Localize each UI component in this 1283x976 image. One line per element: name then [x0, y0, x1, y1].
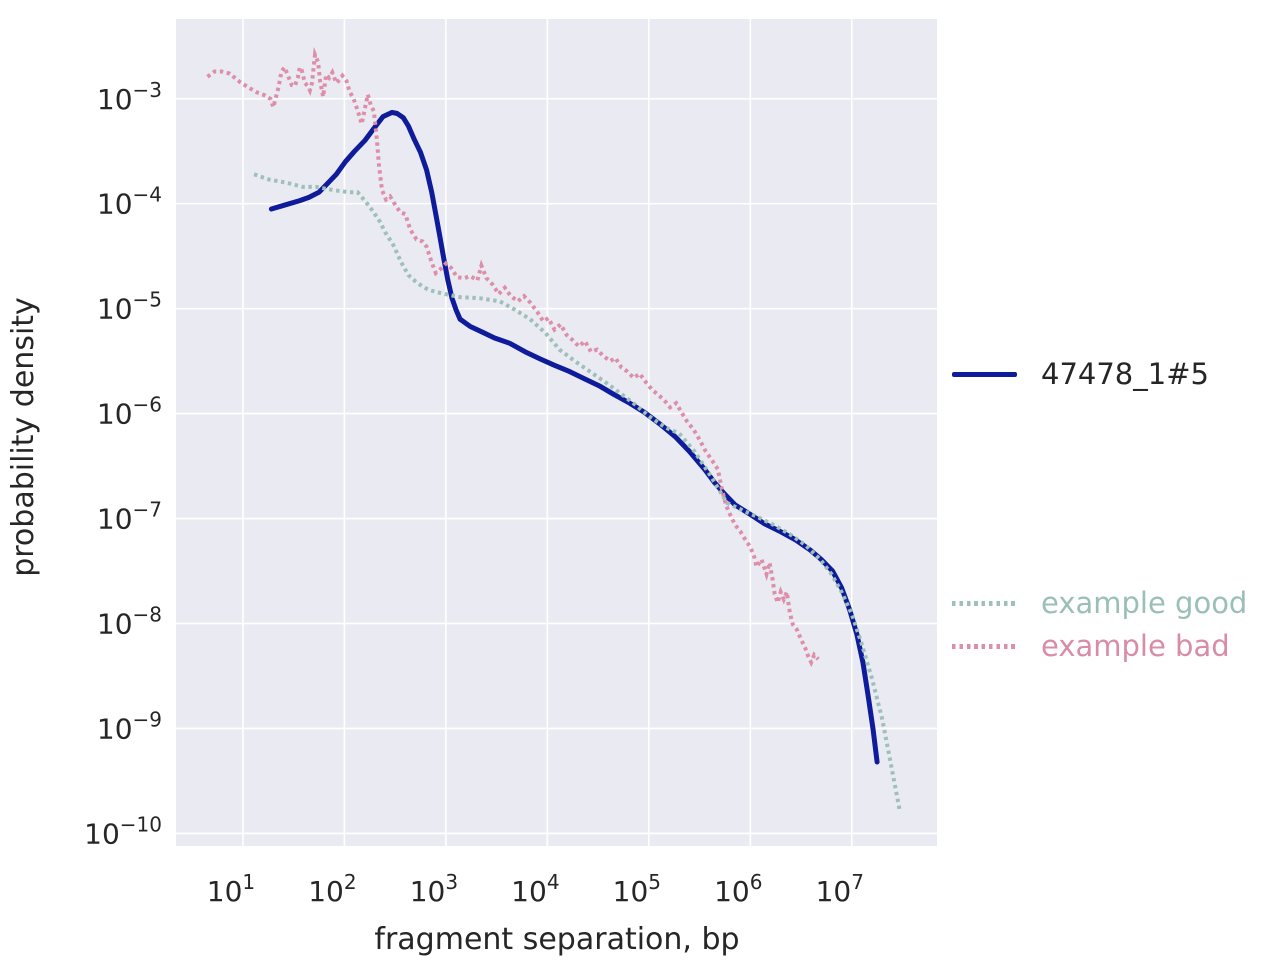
x-tick-label: 103	[410, 870, 458, 908]
plot-background	[176, 19, 937, 846]
y-tick-label: 10−6	[97, 393, 162, 431]
legend-line-swatch-dotted-good	[952, 600, 1017, 606]
legend-item-example-bad: example bad	[952, 631, 1230, 661]
y-tick-label: 10−9	[97, 707, 162, 745]
y-tick-label: 10−4	[97, 183, 162, 221]
x-tick-label: 104	[511, 870, 559, 908]
x-tick-label: 101	[207, 870, 255, 908]
y-tick-label: 10−3	[97, 78, 162, 116]
legend-label: 47478_1#5	[1041, 357, 1209, 391]
x-tick-label: 106	[714, 870, 762, 908]
y-tick-label: 10−10	[84, 812, 162, 850]
legend-line-swatch-dotted-bad	[952, 643, 1017, 649]
plot-area	[176, 19, 937, 846]
legend-label: example bad	[1041, 629, 1230, 663]
legend-item-47478-1-5: 47478_1#5	[952, 359, 1209, 389]
series-lines	[206, 46, 902, 810]
legend-line-swatch-solid	[952, 371, 1017, 377]
y-tick-label: 10−5	[97, 288, 162, 326]
x-tick-label: 107	[816, 870, 864, 908]
y-tick-label: 10−8	[97, 603, 162, 641]
legend-label: example good	[1041, 586, 1248, 620]
legend-item-example-good: example good	[952, 588, 1247, 618]
x-tick-label: 105	[613, 870, 661, 908]
y-axis-label: probability density	[6, 297, 41, 577]
tick-labels: 101 102 103 104 105 106 107 10−3 10−4 10−5 10−6 10−…	[84, 78, 864, 908]
x-tick-label: 102	[308, 870, 356, 908]
y-tick-label: 10−7	[97, 498, 162, 536]
grid-lines	[176, 19, 937, 846]
series-line-1	[253, 172, 902, 810]
x-axis-label: fragment separation, bp	[374, 922, 739, 957]
